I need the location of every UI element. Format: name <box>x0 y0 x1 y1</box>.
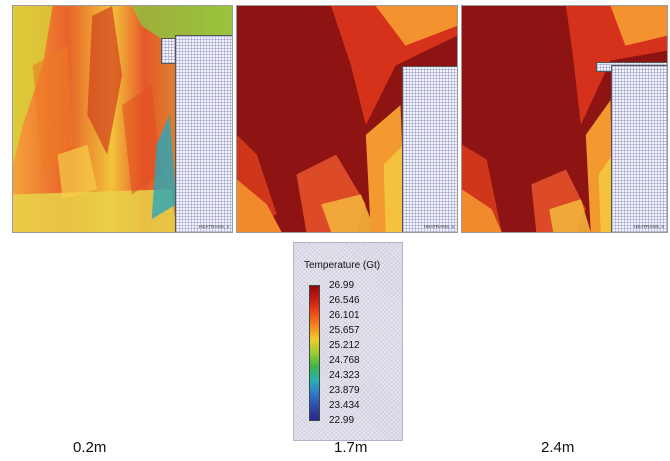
obstacle-mesh <box>402 66 457 232</box>
legend-tick: 25.212 <box>329 340 360 351</box>
legend-tick: 25.657 <box>329 325 360 336</box>
legend-tick: 23.434 <box>329 400 360 411</box>
color-scale-bar <box>309 285 320 421</box>
legend-tick: 26.546 <box>329 295 360 306</box>
obstacle-mesh <box>175 35 232 232</box>
software-watermark: HEATRANS, s <box>633 224 664 229</box>
legend-tick: 26.99 <box>329 280 355 291</box>
legend-tick: 23.879 <box>329 385 360 396</box>
legend-tick: 24.768 <box>329 355 360 366</box>
legend-tick: 24.323 <box>329 370 360 381</box>
panel-caption-2.4m: 2.4m <box>541 439 575 456</box>
contour-panel-1.7m: HEATRANS, s <box>236 5 458 233</box>
panel-caption-0.2m: 0.2m <box>73 439 107 456</box>
panel-caption-1.7m: 1.7m <box>334 439 368 456</box>
legend-title: Temperature (Gt) <box>304 260 381 271</box>
contour-panel-0.2m: HEATRANS, s <box>12 5 233 233</box>
legend-tick: 26.101 <box>329 310 360 321</box>
temperature-legend: Temperature (Gt) 26.99 26.546 26.101 25.… <box>293 242 403 441</box>
legend-tick: 22.99 <box>329 415 355 426</box>
software-watermark: HEATRANS, s <box>198 224 229 229</box>
obstacle-mesh <box>611 65 667 232</box>
contour-panel-2.4m: HEATRANS, s <box>461 5 668 233</box>
software-watermark: HEATRANS, s <box>423 224 454 229</box>
